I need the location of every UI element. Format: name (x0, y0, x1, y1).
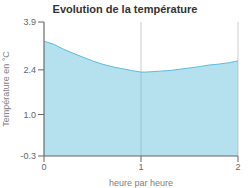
svg-text:1.0: 1.0 (23, 110, 36, 120)
svg-text:1: 1 (138, 162, 143, 172)
svg-text:-0.3: -0.3 (20, 151, 36, 161)
svg-text:3.9: 3.9 (23, 18, 36, 27)
svg-text:Température en °C: Température en °C (8, 51, 11, 127)
svg-text:heure par heure: heure par heure (109, 178, 173, 188)
html-text:Evolution de la température: Evolution de la température (52, 3, 198, 15)
svg-text:2.4: 2.4 (23, 65, 36, 75)
svg-text:0: 0 (41, 162, 46, 172)
svg-text:2: 2 (235, 162, 240, 172)
